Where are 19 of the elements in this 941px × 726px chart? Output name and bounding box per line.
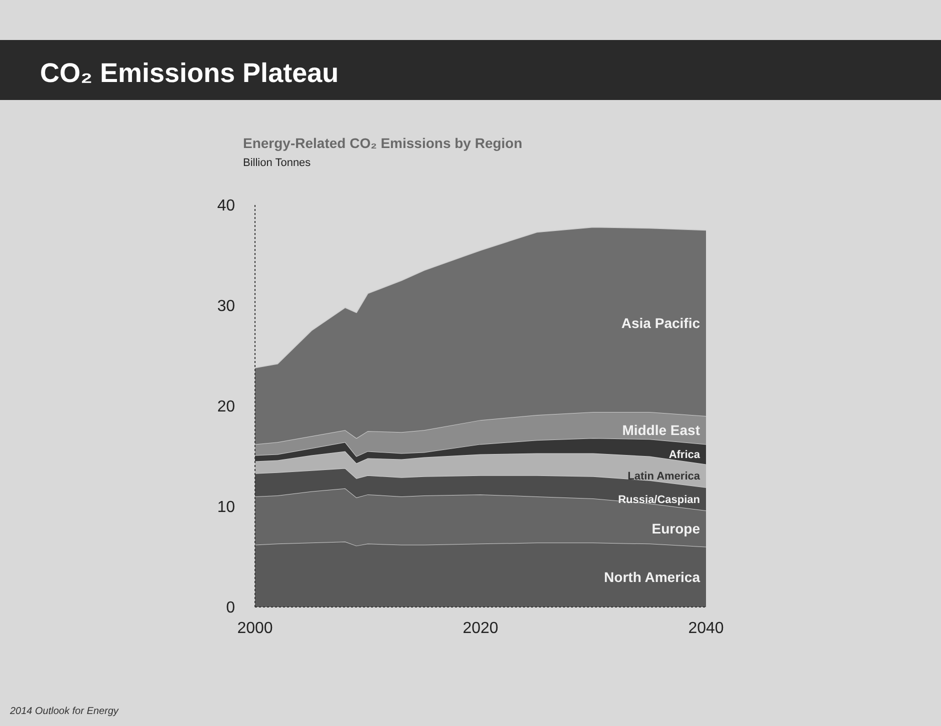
y-axis-title: Billion Tonnes (243, 157, 312, 169)
series-label: Russia/Caspian (618, 494, 700, 506)
text: 2014 Outlook for Energy (9, 706, 120, 717)
y-tick-label: 40 (217, 198, 236, 215)
y-tick-label: 10 (217, 499, 236, 516)
chart-title: CO₂ Emissions Plateau (40, 58, 339, 88)
series-label: Middle East (622, 422, 700, 438)
series-label: Asia Pacific (621, 314, 700, 331)
series-label: Europe (652, 520, 700, 537)
series-label: Africa (668, 449, 701, 462)
series-label: North America (604, 568, 700, 585)
x-tick-label: 2020 (462, 620, 498, 637)
y-tick-label: 20 (217, 398, 236, 416)
series-label: Latin America (628, 470, 701, 483)
x-tick-label: 2000 (237, 620, 273, 637)
x-tick-label: 2040 (688, 620, 724, 637)
y-tick-label: 30 (217, 298, 236, 316)
y-tick-label: 0 (226, 600, 236, 617)
chart-subtitle: Energy-Related CO₂ Emissions by Region (243, 135, 522, 151)
